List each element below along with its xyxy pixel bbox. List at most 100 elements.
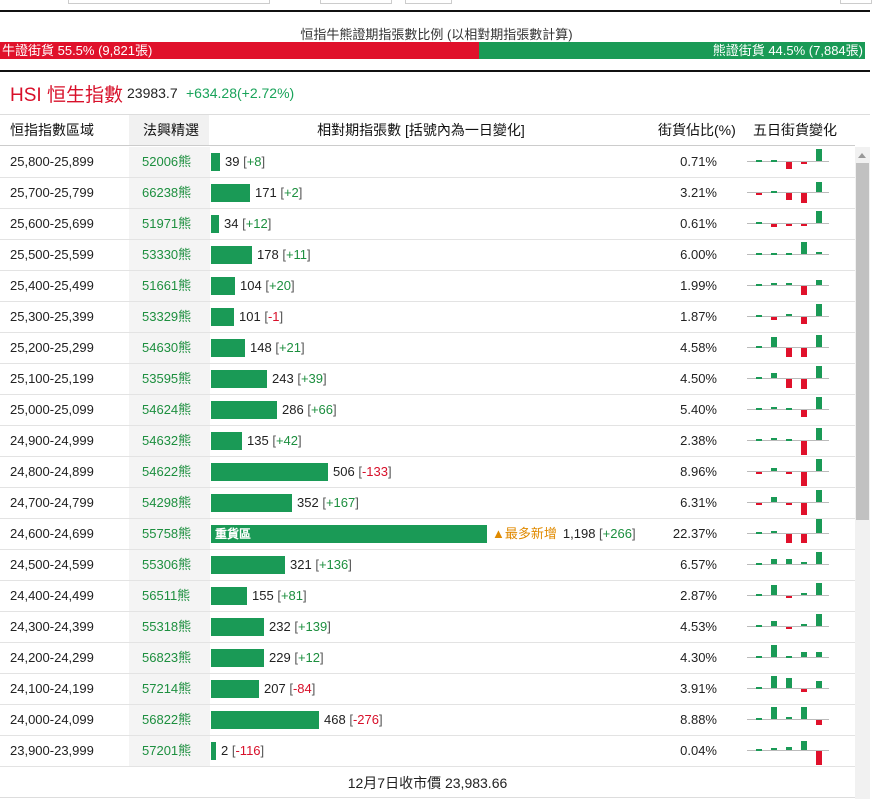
five-day-bar	[786, 472, 792, 474]
table-row[interactable]: 25,700-25,799 66238熊 171 [+2] 3.21%	[0, 178, 855, 209]
five-day-bar	[816, 280, 822, 285]
contracts-count: 171	[255, 185, 277, 200]
table-row[interactable]: 23,900-23,999 57201熊 2 [-116] 0.04%	[0, 736, 855, 767]
vertical-scrollbar[interactable]	[855, 147, 870, 799]
table-row[interactable]: 25,100-25,199 53595熊 243 [+39] 4.50%	[0, 364, 855, 395]
daily-change: +21	[278, 340, 301, 355]
row-pct: 0.71%	[680, 154, 717, 169]
row-pct: 6.57%	[680, 557, 717, 572]
five-day-bar	[756, 687, 762, 689]
row-pct: 1.87%	[680, 309, 717, 324]
scroll-up-arrow-icon[interactable]	[858, 153, 866, 158]
warrant-code-link[interactable]: 56822熊	[142, 712, 192, 727]
warrant-code-link[interactable]: 53329熊	[142, 309, 192, 324]
contracts-value: 229 [+12]	[269, 650, 324, 665]
warrant-code-link[interactable]: 55318熊	[142, 619, 192, 634]
contracts-bar	[211, 339, 245, 357]
five-day-bar	[816, 182, 822, 192]
five-day-bar	[771, 253, 777, 255]
five-day-bar	[771, 160, 777, 162]
five-day-bar	[816, 252, 822, 254]
daily-change: +11	[285, 247, 308, 262]
table-row[interactable]: 24,100-24,199 57214熊 207 [-84] 3.91%	[0, 674, 855, 705]
table-row[interactable]: 25,800-25,899 52006熊 39 [+8] 0.71%	[0, 147, 855, 178]
warrant-code-link[interactable]: 57201熊	[142, 743, 192, 758]
table-row[interactable]: 24,800-24,899 54622熊 506 [-133] 8.96%	[0, 457, 855, 488]
warrant-code-link[interactable]: 54298熊	[142, 495, 192, 510]
up-triangle-icon: ▲	[492, 526, 505, 541]
table-row[interactable]: 25,400-25,499 51661熊 104 [+20] 1.99%	[0, 271, 855, 302]
row-pct: 0.61%	[680, 216, 717, 231]
warrant-code-link[interactable]: 56823熊	[142, 650, 192, 665]
five-day-bar	[786, 503, 792, 505]
contracts-count: 468	[324, 712, 346, 727]
table-row[interactable]: 24,900-24,999 54632熊 135 [+42] 2.38%	[0, 426, 855, 457]
daily-change: +139	[297, 619, 328, 634]
row-range: 24,300-24,399	[10, 619, 94, 634]
five-day-sparkbars	[747, 210, 829, 238]
sparkbar-baseline	[747, 161, 829, 162]
warrant-code-link[interactable]: 57214熊	[142, 681, 192, 696]
contracts-count: 178	[257, 247, 279, 262]
table-row[interactable]: 24,000-24,099 56822熊 468 [-276] 8.88%	[0, 705, 855, 736]
table-row[interactable]: 24,700-24,799 54298熊 352 [+167] 6.31%	[0, 488, 855, 519]
table-row[interactable]: 24,400-24,499 56511熊 155 [+81] 2.87%	[0, 581, 855, 612]
five-day-bar	[756, 503, 762, 505]
warrant-code-link[interactable]: 54632熊	[142, 433, 192, 448]
row-range: 25,700-25,799	[10, 185, 94, 200]
five-day-bar	[771, 559, 777, 564]
contracts-bar: 重貨區	[211, 525, 487, 543]
table-row[interactable]: 24,300-24,399 55318熊 232 [+139] 4.53%	[0, 612, 855, 643]
table-row[interactable]: 25,600-25,699 51971熊 34 [+12] 0.61%	[0, 209, 855, 240]
contracts-bar	[211, 432, 242, 450]
five-day-bar	[816, 583, 822, 595]
table-row[interactable]: 24,600-24,699 55758熊 重貨區 ▲最多新增 1,198 [+266] 2…	[0, 519, 855, 550]
row-pct: 3.91%	[680, 681, 717, 696]
sparkbar-baseline	[747, 564, 829, 565]
five-day-bar	[801, 379, 807, 389]
warrant-code-link[interactable]: 51971熊	[142, 216, 192, 231]
five-day-bar	[801, 193, 807, 203]
daily-change: -276	[352, 712, 379, 727]
contracts-count: 135	[247, 433, 269, 448]
warrant-code-link[interactable]: 54622熊	[142, 464, 192, 479]
warrant-code-link[interactable]: 54630熊	[142, 340, 192, 355]
table-row[interactable]: 25,000-25,099 54624熊 286 [+66] 5.40%	[0, 395, 855, 426]
table-row[interactable]: 25,300-25,399 53329熊 101 [-1] 1.87%	[0, 302, 855, 333]
daily-change: +20	[268, 278, 291, 293]
contracts-count: 155	[252, 588, 274, 603]
warrant-code-link[interactable]: 55306熊	[142, 557, 192, 572]
contracts-count: 321	[290, 557, 312, 572]
five-day-bar	[816, 149, 822, 161]
warrant-code-link[interactable]: 53330熊	[142, 247, 192, 262]
five-day-bar	[771, 621, 777, 626]
five-day-bar	[756, 656, 762, 658]
five-day-bar	[786, 283, 792, 285]
code-cell-bg	[129, 271, 210, 301]
row-range: 25,300-25,399	[10, 309, 94, 324]
sparkbar-baseline	[747, 502, 829, 503]
warrant-code-link[interactable]: 53595熊	[142, 371, 192, 386]
five-day-bar	[816, 459, 822, 471]
table-row[interactable]: 25,200-25,299 54630熊 148 [+21] 4.58%	[0, 333, 855, 364]
contracts-bar	[211, 246, 252, 264]
table-row[interactable]: 24,200-24,299 56823熊 229 [+12] 4.30%	[0, 643, 855, 674]
row-pct: 6.31%	[680, 495, 717, 510]
five-day-bar	[801, 741, 807, 750]
warrant-code-link[interactable]: 52006熊	[142, 154, 192, 169]
five-day-sparkbars	[747, 179, 829, 207]
scrollbar-thumb[interactable]	[856, 163, 869, 520]
row-pct: 0.04%	[680, 743, 717, 758]
contracts-count: 352	[297, 495, 319, 510]
five-day-bar	[771, 497, 777, 502]
five-day-sparkbars	[747, 644, 829, 672]
warrant-code-link[interactable]: 54624熊	[142, 402, 192, 417]
table-row[interactable]: 24,500-24,599 55306熊 321 [+136] 6.57%	[0, 550, 855, 581]
row-range: 23,900-23,999	[10, 743, 94, 758]
contracts-bar	[211, 184, 250, 202]
table-row[interactable]: 25,500-25,599 53330熊 178 [+11] 6.00%	[0, 240, 855, 271]
warrant-code-link[interactable]: 51661熊	[142, 278, 192, 293]
warrant-code-link[interactable]: 55758熊	[142, 526, 192, 541]
warrant-code-link[interactable]: 66238熊	[142, 185, 192, 200]
warrant-code-link[interactable]: 56511熊	[142, 588, 191, 603]
